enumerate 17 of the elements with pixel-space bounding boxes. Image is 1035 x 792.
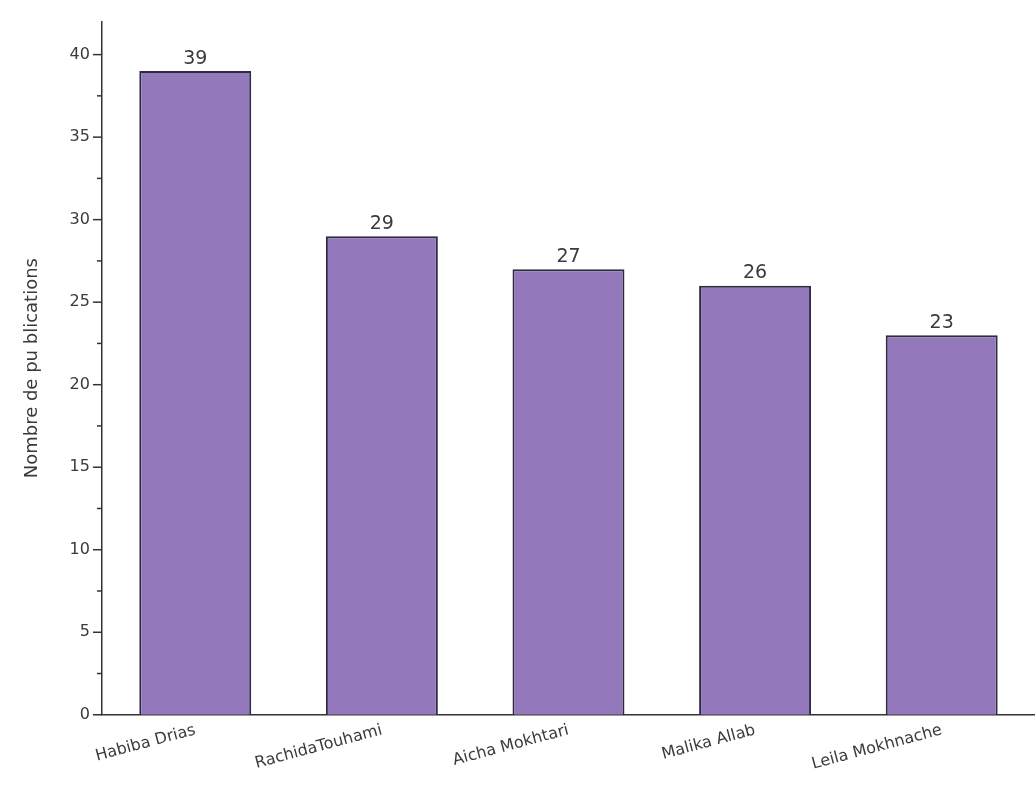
data-label: 27 bbox=[556, 243, 581, 266]
data-label: 39 bbox=[183, 45, 208, 68]
data-label: 29 bbox=[369, 210, 394, 233]
y-tick-label: 30 bbox=[69, 208, 90, 228]
y-tick-label: 25 bbox=[69, 291, 90, 311]
y-tick-label: 10 bbox=[69, 538, 90, 558]
y-axis-title: Nombre de pu blications bbox=[20, 258, 42, 479]
y-tick-label: 40 bbox=[69, 43, 90, 63]
y-tick-label: 15 bbox=[69, 456, 90, 476]
x-tick-label: Habiba Drias bbox=[93, 719, 198, 765]
x-tick-label: Malika Allab bbox=[659, 719, 758, 763]
data-label: 26 bbox=[742, 260, 768, 283]
data-label: 23 bbox=[929, 309, 954, 332]
y-tick-label: 20 bbox=[69, 373, 90, 393]
y-tick-label: 35 bbox=[69, 126, 90, 146]
y-tick-label: 0 bbox=[79, 703, 90, 723]
y-tick-label: 5 bbox=[79, 621, 90, 641]
